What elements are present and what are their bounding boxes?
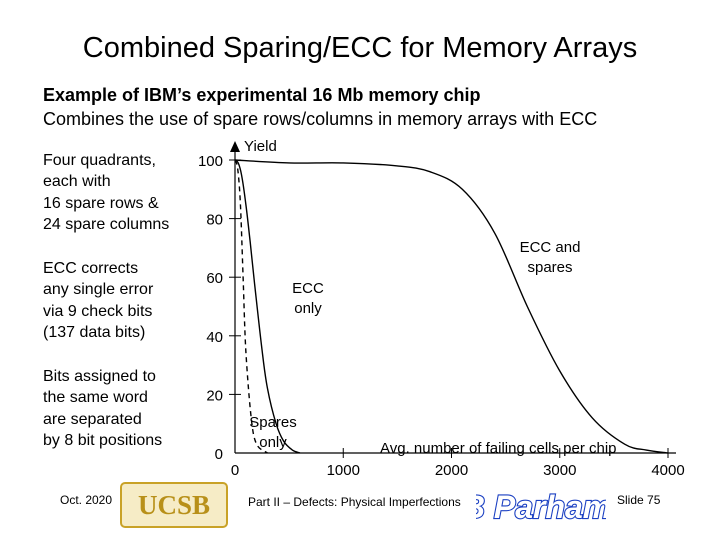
chart-labels: Yield Avg. number of failing cells per ch… <box>244 138 617 457</box>
x-tick-label: 1000 <box>327 462 360 479</box>
series-line-spares-only <box>234 159 268 454</box>
footer-part: Part II – Defects: Physical Imperfection… <box>248 495 461 509</box>
ucsb-logo-frame <box>120 482 228 528</box>
annotation-ecc-and-spares: ECC and spares <box>520 239 581 276</box>
chart-axes <box>230 141 676 454</box>
chart-series <box>234 159 669 454</box>
annotation-ecc-only: ECC only <box>292 280 324 317</box>
y-axis-title: Yield <box>244 138 277 155</box>
slide-title: Combined Sparing/ECC for Memory Arrays <box>82 32 638 64</box>
author-logo: B Parhami <box>476 488 606 526</box>
y-tick-label: 60 <box>206 270 223 287</box>
slide-subtitle-bold: Example of IBM’s experimental 16 Mb memo… <box>43 85 481 105</box>
note-quadrants: Four quadrants, each with 16 spare rows … <box>43 152 170 233</box>
ucsb-logo: UCSB <box>120 482 228 528</box>
footer-slide-number: Slide 75 <box>617 493 661 507</box>
author-logo-text: B Parhami <box>476 489 606 525</box>
x-tick-label: 0 <box>231 462 239 479</box>
x-tick-label: 4000 <box>651 462 684 479</box>
y-tick-label: 0 <box>215 446 223 463</box>
y-axis-arrowhead <box>230 141 240 152</box>
note-bit-assignment: Bits assigned to the same word are separ… <box>43 368 163 449</box>
y-tick-label: 100 <box>198 153 223 170</box>
series-line-ecc-and-spares <box>234 159 669 454</box>
x-tick-label: 2000 <box>435 462 468 479</box>
note-ecc: ECC corrects any single error via 9 chec… <box>43 260 154 341</box>
x-axis-title: Avg. number of failing cells per chip <box>380 440 617 457</box>
x-tick-label: 3000 <box>543 462 576 479</box>
series-line-ecc-only <box>234 159 301 454</box>
ucsb-logo-text: UCSB <box>138 490 210 520</box>
y-tick-label: 20 <box>206 387 223 404</box>
annotation-spares-only: Spares only <box>249 414 297 451</box>
y-tick-label: 80 <box>206 212 223 229</box>
footer-date: Oct. 2020 <box>60 493 113 507</box>
slide-subtitle: Combines the use of spare rows/columns i… <box>43 109 598 129</box>
y-tick-label: 40 <box>206 329 223 346</box>
